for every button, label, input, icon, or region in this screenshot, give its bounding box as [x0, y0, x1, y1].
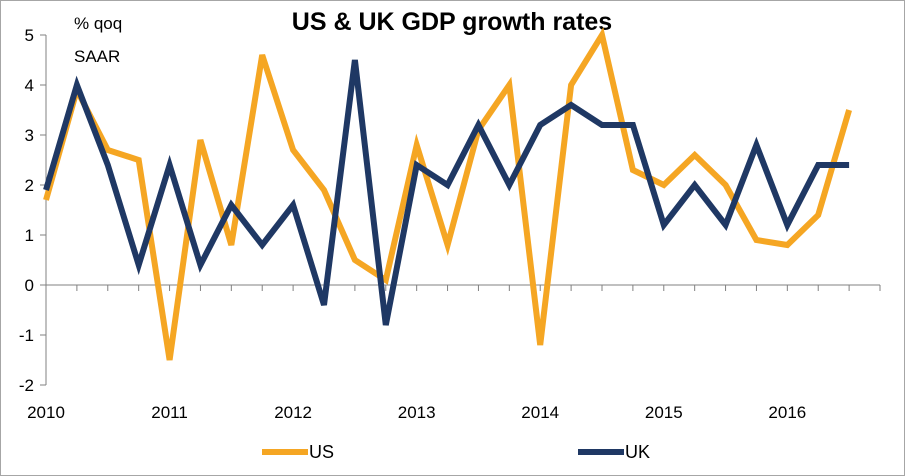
legend-label-uk: UK: [625, 442, 650, 462]
series-layer: [43, 27, 852, 361]
unit-label-line1: % qoq: [74, 14, 122, 33]
y-tick-label: 5: [25, 26, 34, 45]
unit-label-line2: SAAR: [74, 47, 120, 66]
x-tick-label: 2016: [768, 403, 806, 422]
x-tick-label: 2014: [521, 403, 559, 422]
y-tick-label: 2: [25, 176, 34, 195]
chart-title: US & UK GDP growth rates: [292, 8, 612, 36]
x-tick-label: 2015: [645, 403, 683, 422]
y-tick-label: -1: [19, 326, 34, 345]
x-tick-label: 2010: [27, 403, 65, 422]
y-axis: 5 4 3 2 1 0 -1 -2: [19, 26, 47, 395]
series-line-uk: [43, 59, 850, 326]
y-tick-label: 0: [25, 276, 34, 295]
x-tick-label: 2011: [151, 403, 188, 422]
y-tick-label: -2: [19, 376, 34, 395]
x-tick-label: 2012: [274, 403, 312, 422]
y-tick-label: 4: [25, 76, 34, 95]
legend: US UK: [262, 442, 650, 462]
y-tick-label: 3: [25, 126, 34, 145]
series-line-us: [43, 27, 852, 361]
x-tick-label: 2013: [398, 403, 436, 422]
legend-label-us: US: [309, 442, 334, 462]
y-tick-label: 1: [25, 226, 34, 245]
x-axis: 2010 2011 2012 2013 2014 2015 2016: [27, 284, 881, 422]
